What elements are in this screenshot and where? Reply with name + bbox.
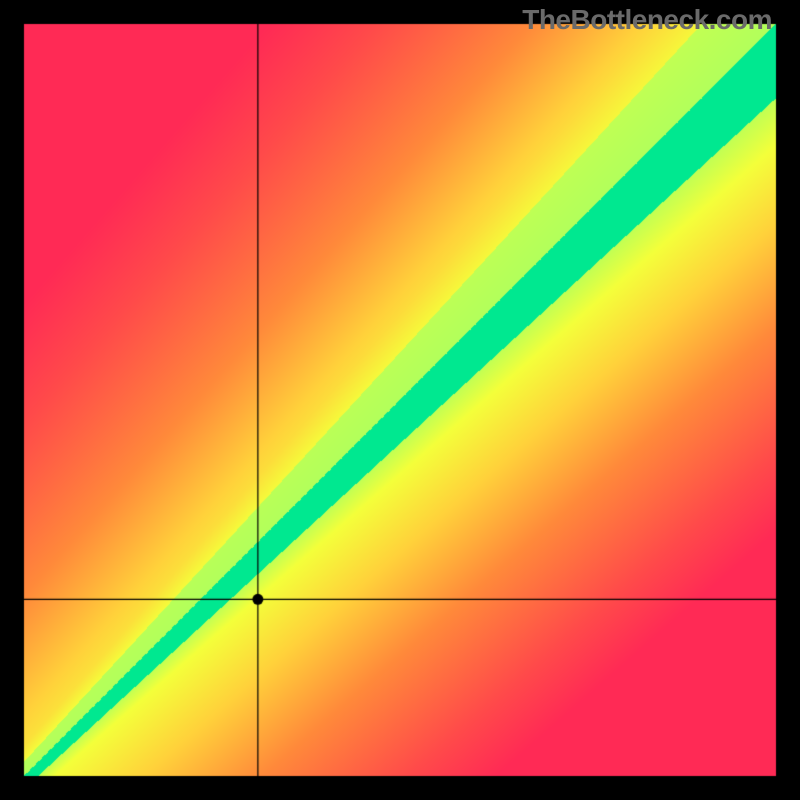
watermark-text: TheBottleneck.com	[522, 4, 772, 36]
bottleneck-heatmap	[0, 0, 800, 800]
chart-container: TheBottleneck.com	[0, 0, 800, 800]
